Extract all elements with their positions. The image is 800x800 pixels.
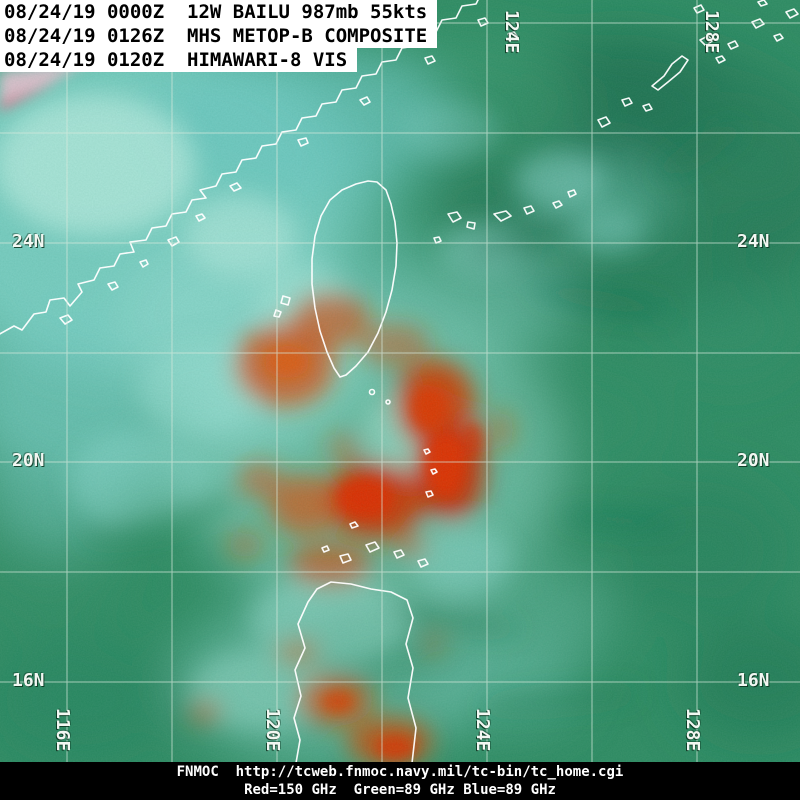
ryukyu-islands bbox=[597, 116, 611, 128]
luzon-coastline bbox=[293, 581, 417, 762]
satellite-image bbox=[0, 0, 800, 762]
lat-label-right-24n: 24N bbox=[737, 231, 770, 252]
lat-label-left-20n: 20N bbox=[12, 450, 45, 471]
footer-source-url: FNMOC http://tcweb.fnmoc.navy.mil/tc-bin… bbox=[176, 764, 624, 780]
footer-channel-legend: Red=150 GHz Green=89 GHz Blue=89 GHz bbox=[244, 782, 556, 798]
noise-overlay-dark bbox=[0, 0, 800, 762]
lat-label-left-16n: 16N bbox=[12, 670, 45, 691]
lon-label-top-124e: 124E bbox=[501, 10, 522, 54]
taiwan-coastline bbox=[311, 180, 398, 378]
coastlines bbox=[0, 0, 799, 762]
lat-label-right-16n: 16N bbox=[737, 670, 770, 691]
info-line-microwave: 08/24/19 0126Z MHS METOP-B COMPOSITE bbox=[0, 24, 438, 48]
lat-label-right-20n: 20N bbox=[737, 450, 770, 471]
lon-label-bottom-124e: 124E bbox=[472, 708, 493, 752]
lon-label-bottom-116e: 116E bbox=[52, 708, 73, 752]
graticule bbox=[0, 0, 800, 762]
lat-label-left-24n: 24N bbox=[12, 231, 45, 252]
china-coastline bbox=[0, 0, 479, 335]
info-line-visible: 08/24/19 0120Z HIMAWARI-8 VIS bbox=[0, 48, 358, 72]
footer-bar: FNMOC http://tcweb.fnmoc.navy.mil/tc-bin… bbox=[0, 762, 800, 800]
lon-label-bottom-128e: 128E bbox=[682, 708, 703, 752]
info-line-storm: 08/24/19 0000Z 12W BAILU 987mb 55kts bbox=[0, 0, 438, 24]
product-info-box: 08/24/19 0000Z 12W BAILU 987mb 55kts 08/… bbox=[0, 0, 438, 72]
lon-label-top-128e: 128E bbox=[701, 10, 722, 54]
lon-label-bottom-120e: 120E bbox=[262, 708, 283, 752]
